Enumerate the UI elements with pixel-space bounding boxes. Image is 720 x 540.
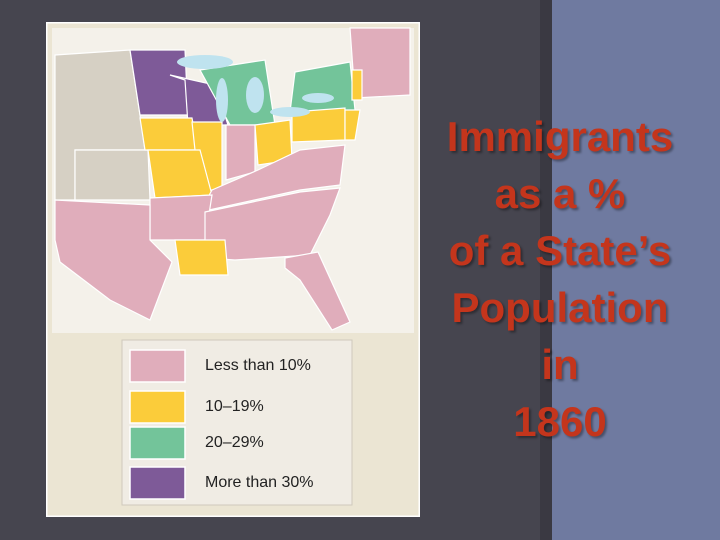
legend: Less than 10% 10–19% 20–29% More than 30% [129,349,314,500]
title-line: Population [451,284,669,331]
legend-label: Less than 10% [205,357,311,374]
state [344,109,361,141]
state [225,124,256,181]
states [54,27,411,331]
legend-swatch [129,349,186,383]
legend-swatch [129,390,186,424]
title-line: of a State’s [448,227,672,274]
state [198,144,346,213]
legend-label: 10–19% [205,398,264,415]
slide-title: Immigrants as a % of a State’s Population in… [425,108,695,450]
title-line: in [541,341,579,388]
state [147,149,213,199]
state [54,199,173,321]
title-line: Immigrants [446,113,674,160]
legend-swatch [129,466,186,500]
state [351,69,363,101]
title-line: as a % [494,170,626,217]
title-line: 1860 [513,398,607,445]
side-panel [552,0,720,540]
legend-label: More than 30% [205,474,314,491]
divider [540,0,552,540]
state [149,194,213,241]
state [284,251,351,331]
legend-label: 20–29% [205,434,264,451]
territories [74,149,151,201]
map-image: Less than 10% 10–19% 20–29% More than 30% [46,22,420,517]
state [174,239,229,276]
state [139,117,199,151]
lakes [177,55,334,122]
legend-swatch [129,426,186,460]
